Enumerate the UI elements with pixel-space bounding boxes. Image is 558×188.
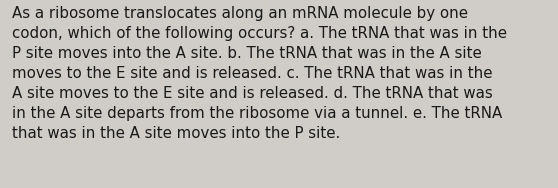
Text: As a ribosome translocates along an mRNA molecule by one
codon, which of the fol: As a ribosome translocates along an mRNA… bbox=[12, 6, 507, 141]
